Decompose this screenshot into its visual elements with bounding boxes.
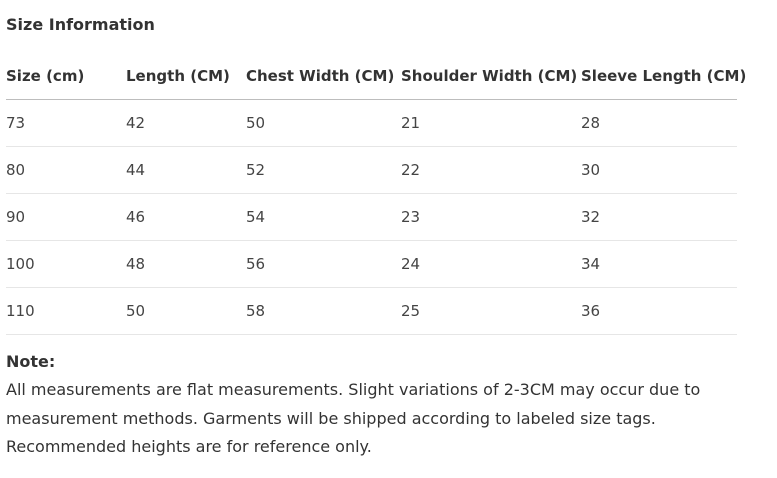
cell-shoulder-width: 25 (401, 287, 581, 335)
cell-length: 48 (126, 240, 246, 288)
cell-sleeve-length: 28 (581, 99, 737, 147)
table-row: 90 46 54 23 32 (6, 193, 737, 241)
header-length: Length (CM) (126, 52, 246, 100)
cell-chest-width: 56 (246, 240, 401, 288)
note-title: Note: (6, 352, 56, 371)
header-size: Size (cm) (6, 52, 126, 100)
cell-chest-width: 54 (246, 193, 401, 241)
table-row: 110 50 58 25 36 (6, 287, 737, 335)
cell-sleeve-length: 36 (581, 287, 737, 335)
cell-length: 44 (126, 146, 246, 194)
cell-size: 73 (6, 99, 126, 147)
cell-sleeve-length: 32 (581, 193, 737, 241)
cell-size: 110 (6, 287, 126, 335)
cell-shoulder-width: 22 (401, 146, 581, 194)
table-header-row: Size (cm) Length (CM) Chest Width (CM) S… (6, 52, 746, 100)
cell-length: 46 (126, 193, 246, 241)
cell-size: 100 (6, 240, 126, 288)
note-text: All measurements are flat measurements. … (6, 380, 701, 456)
cell-size: 80 (6, 146, 126, 194)
table-row: 80 44 52 22 30 (6, 146, 737, 194)
cell-shoulder-width: 24 (401, 240, 581, 288)
header-shoulder-width: Shoulder Width (CM) (401, 52, 581, 100)
cell-shoulder-width: 21 (401, 99, 581, 147)
cell-length: 50 (126, 287, 246, 335)
cell-chest-width: 52 (246, 146, 401, 194)
cell-sleeve-length: 34 (581, 240, 737, 288)
header-chest-width: Chest Width (CM) (246, 52, 401, 100)
cell-sleeve-length: 30 (581, 146, 737, 194)
cell-size: 90 (6, 193, 126, 241)
cell-shoulder-width: 23 (401, 193, 581, 241)
table-row: 73 42 50 21 28 (6, 99, 737, 147)
section-title: Size Information (6, 15, 155, 34)
table-row: 100 48 56 24 34 (6, 240, 737, 288)
cell-chest-width: 58 (246, 287, 401, 335)
cell-chest-width: 50 (246, 99, 401, 147)
cell-length: 42 (126, 99, 246, 147)
header-sleeve-length: Sleeve Length (CM) (581, 52, 746, 100)
size-table: Size (cm) Length (CM) Chest Width (CM) S… (6, 52, 746, 335)
